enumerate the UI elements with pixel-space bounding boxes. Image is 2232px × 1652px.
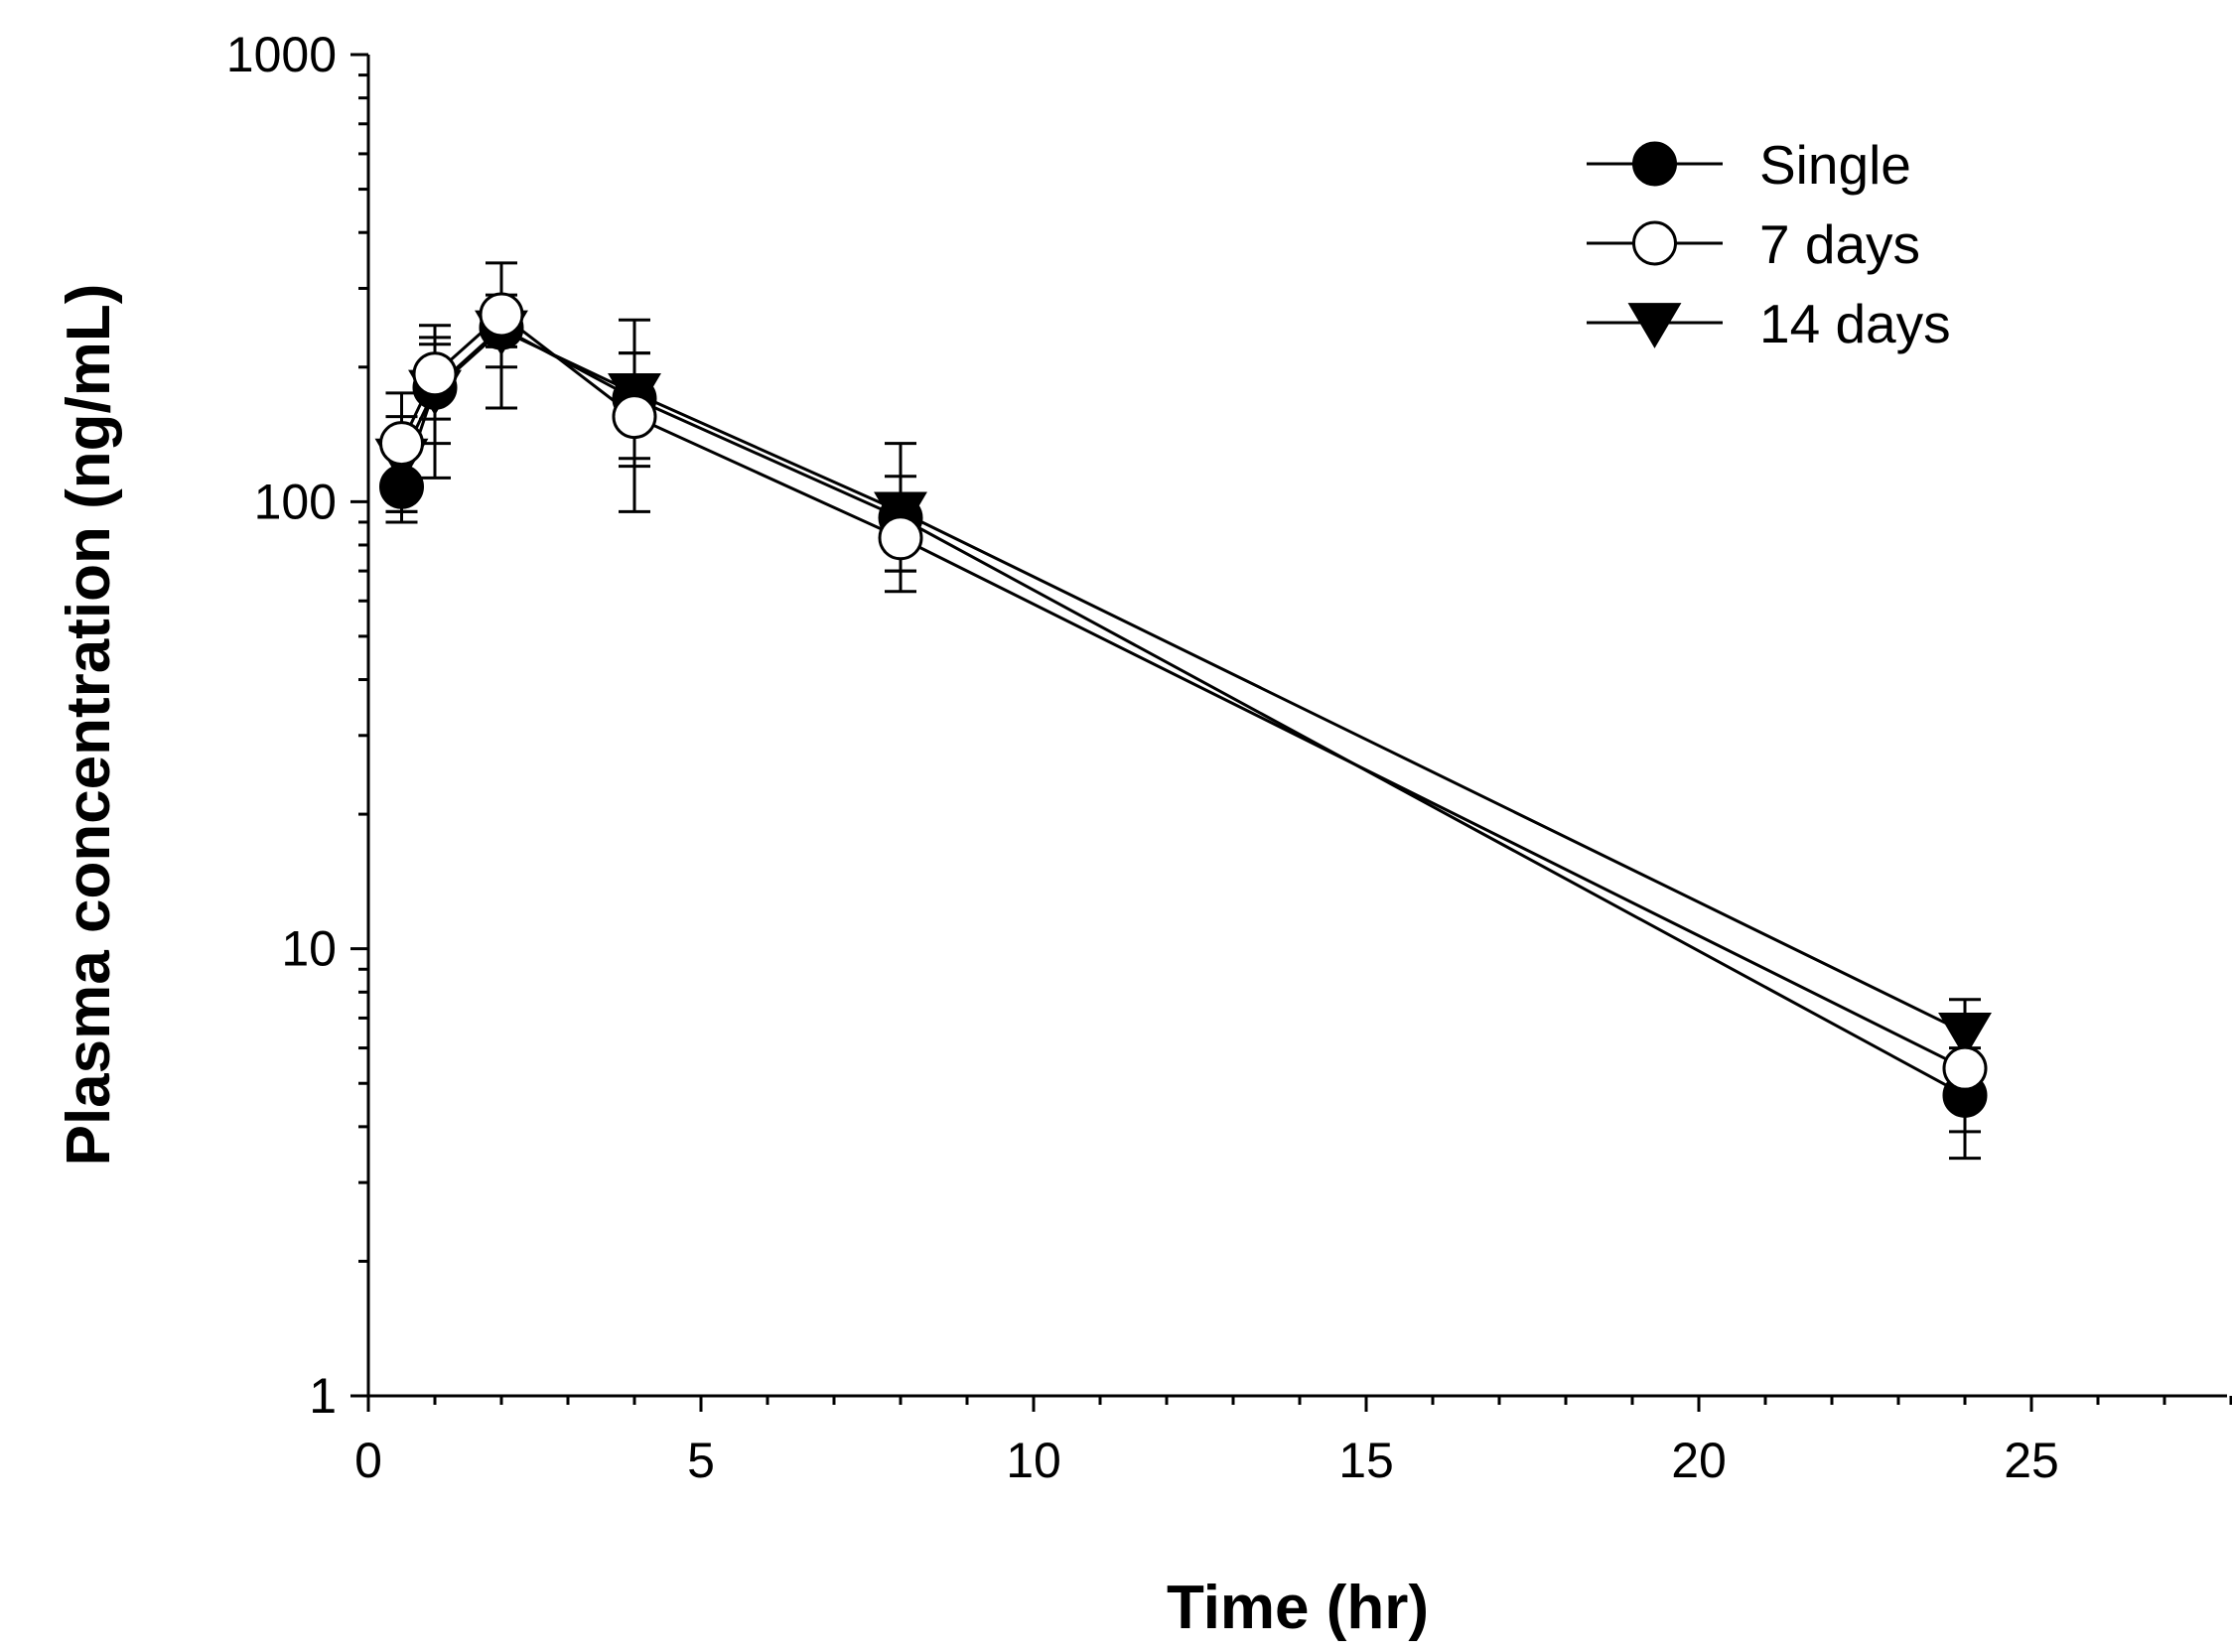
- x-tick-label: 5: [687, 1433, 715, 1488]
- legend-marker-14-days: [1627, 303, 1682, 348]
- legend-marker-7-days: [1632, 220, 1677, 266]
- axes: [366, 55, 2227, 1398]
- x-tick-label: 0: [354, 1433, 382, 1488]
- ticks: [350, 53, 2232, 1412]
- data-point-7-days: [878, 515, 923, 561]
- data-point-7-days: [479, 292, 524, 338]
- data-point-7-days: [412, 351, 458, 397]
- x-axis-title: Time (hr): [1167, 1574, 1429, 1642]
- y-tick-label: 10: [281, 921, 337, 977]
- data-point-14-days: [1938, 1013, 1992, 1058]
- x-tick-label: 20: [1671, 1433, 1727, 1488]
- y-tick-label: 1000: [226, 27, 337, 82]
- data-markers: [374, 292, 1992, 1118]
- legend-label-14-days: 14 days: [1759, 293, 1951, 354]
- data-point-7-days: [379, 421, 424, 467]
- y-tick-label: 1: [309, 1368, 337, 1424]
- x-tick-label: 15: [1338, 1433, 1394, 1488]
- x-tick-label: 10: [1006, 1433, 1061, 1488]
- legend-label-7-days: 7 days: [1759, 213, 1920, 275]
- legend-marker-single: [1632, 141, 1677, 187]
- data-point-single: [379, 464, 424, 509]
- data-point-7-days: [1942, 1045, 1988, 1091]
- data-point-7-days: [612, 394, 657, 440]
- legend-label-single: Single: [1759, 134, 1911, 196]
- x-tick-label: 25: [2004, 1433, 2059, 1488]
- legend: Single 7 days 14 days: [1587, 134, 1951, 354]
- y-axis-title: Plasma concentration (ng/mL): [55, 284, 123, 1167]
- tick-labels: 0 5 10 15 20 25 1 10 100 1000: [226, 27, 2059, 1488]
- y-tick-label: 100: [254, 474, 337, 529]
- series-line-single: [400, 326, 1966, 1097]
